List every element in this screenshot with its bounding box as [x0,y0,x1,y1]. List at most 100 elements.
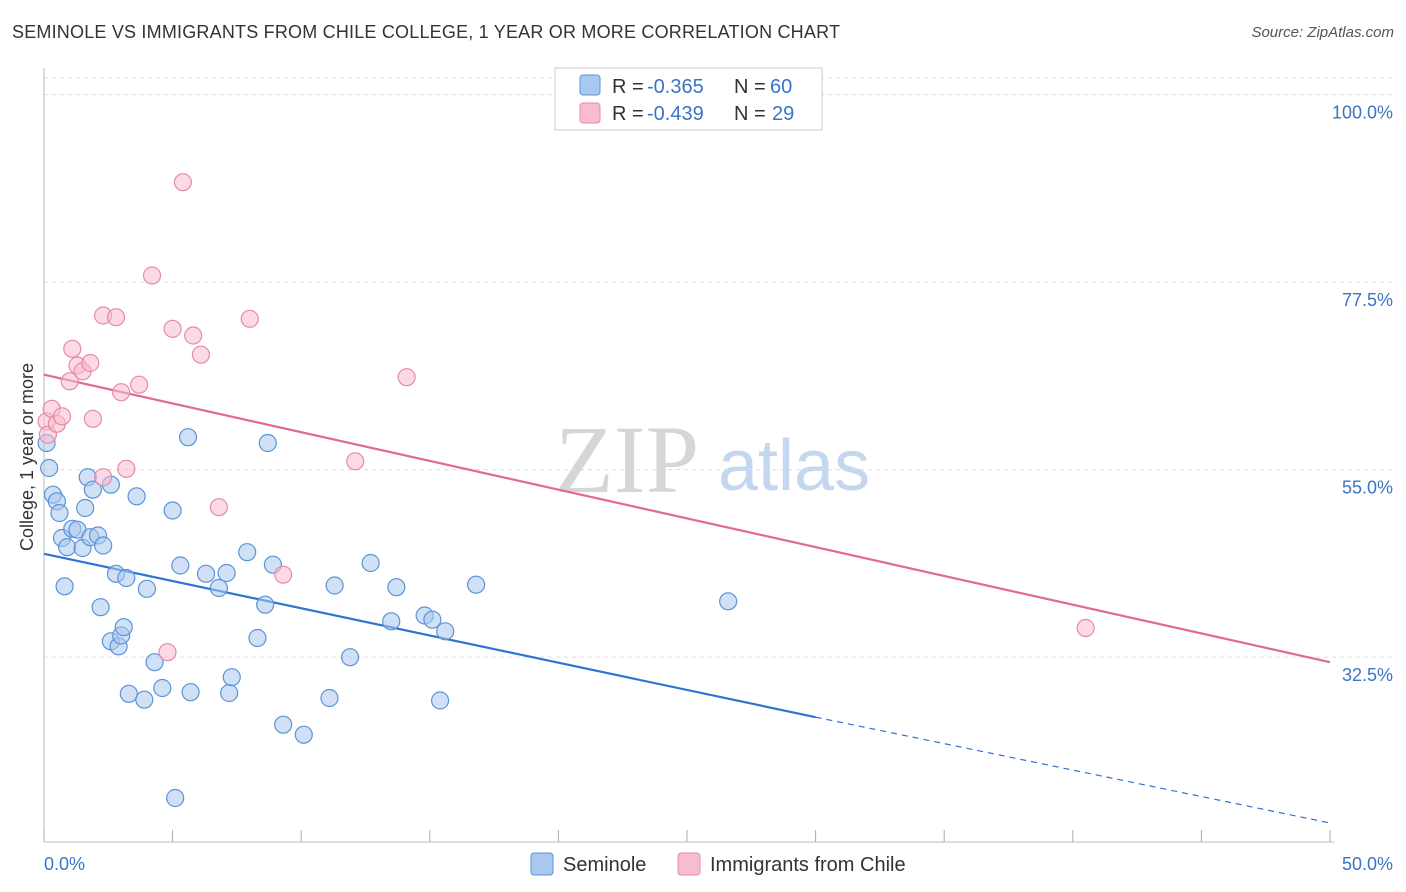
seminole-point [325,576,344,595]
y-axis-tick-labels: 32.5% 55.0% 77.5% 100.0% [1332,103,1393,686]
seminole-point [294,725,313,744]
seminole-point [238,543,257,562]
chile-point [158,643,177,662]
seminole-point [40,458,59,478]
seminole-point [423,610,442,629]
seminole-point [436,622,455,641]
chile-point [397,368,416,387]
chile-point [191,345,210,364]
seminole-point [258,433,277,453]
chile-point [1076,618,1095,638]
chile-point [112,383,131,402]
seminole-point [163,501,182,520]
y-axis-title: College, 1 year or more [17,363,37,551]
seminole-point [119,684,138,703]
chile-point [184,326,203,345]
series-legend: Seminole Immigrants from Chile [530,852,906,876]
chile-point [94,468,113,487]
watermark-atlas: atlas [718,426,870,506]
chile-point [173,173,192,192]
seminole-point [361,553,380,573]
seminole-point [220,683,239,703]
seminole-point [50,503,69,523]
chile-point [63,339,82,358]
legend-seminole-swatch [530,852,554,876]
trend-lines [43,373,1331,824]
legend-n-value-seminole: 60 [770,76,792,98]
seminole-point [181,683,200,702]
seminole-point [83,480,102,499]
seminole-point [217,563,236,583]
legend-n-label-seminole: N = [734,76,766,98]
watermark-zip: ZIP [555,406,699,513]
legend-n-value-chile: 29 [772,103,794,125]
seminole-point [117,568,136,588]
seminole-point [430,691,450,710]
seminole-point [209,578,228,598]
seminole-point [248,628,267,648]
chile-point [163,319,182,338]
seminole-point [196,564,216,583]
seminole-point [145,653,164,672]
seminole-point [135,690,154,709]
seminole-point [76,498,95,518]
x-axis-ticks [43,830,1331,842]
chile-point [52,407,72,426]
chile-point [209,498,228,517]
chile-point [346,452,365,471]
chile-point [142,266,162,285]
chart-title: SEMINOLE VS IMMIGRANTS FROM CHILE COLLEG… [12,22,841,42]
legend-r-label-seminole: R = [612,76,644,98]
x-tick-label-min: 0.0% [44,854,85,874]
gridlines [44,77,1392,658]
chile-swatch [579,102,601,124]
seminole-point [719,592,738,611]
legend-chile-swatch [677,852,701,876]
chile-point [106,308,126,327]
seminole-point [340,648,360,667]
seminole-point [171,556,190,575]
chile-point [60,372,79,391]
y-tick-label: 77.5% [1342,290,1393,310]
source-label: Source: ZipAtlas.com [1251,24,1394,41]
legend-seminole-label: Seminole [563,854,646,876]
seminole-point [114,618,133,637]
seminole-point [256,595,275,614]
seminole-point [274,715,293,734]
chile-point [274,565,293,584]
seminole-point [320,688,339,708]
seminole-point [153,678,172,698]
seminole-point [178,428,198,447]
seminole-point [387,578,406,597]
seminole-point [58,538,77,557]
y-tick-label: 32.5% [1342,665,1393,685]
data-points [37,173,1095,808]
chile-point [117,459,136,478]
chile-point [240,309,259,328]
y-tick-label: 55.0% [1342,478,1393,498]
seminole-trend-line [43,552,816,719]
chile-point [83,409,102,428]
seminole-point [382,612,401,631]
seminole-point [137,579,156,598]
seminole-point [166,788,185,808]
x-tick-label-max: 50.0% [1342,854,1393,874]
seminole-point [91,598,110,617]
legend-r-label-chile: R = [612,103,644,125]
chile-trend-line [43,373,1331,664]
stats-legend: R = -0.365 N = 60 R = -0.439 N = 29 [554,67,823,131]
y-tick-label: 100.0% [1332,103,1393,123]
legend-n-label-chile: N = [734,103,766,125]
chile-point [81,353,100,373]
seminole-point [94,536,113,555]
legend-r-value-chile: -0.439 [647,103,704,125]
seminole-point [127,487,146,506]
chile-point [130,375,149,394]
legend-chile-label: Immigrants from Chile [710,854,906,876]
seminole-swatch [579,74,601,96]
seminole-point [55,577,74,596]
seminole-point [466,575,486,594]
seminole-trend-extension [815,716,1331,824]
seminole-point [222,668,241,687]
